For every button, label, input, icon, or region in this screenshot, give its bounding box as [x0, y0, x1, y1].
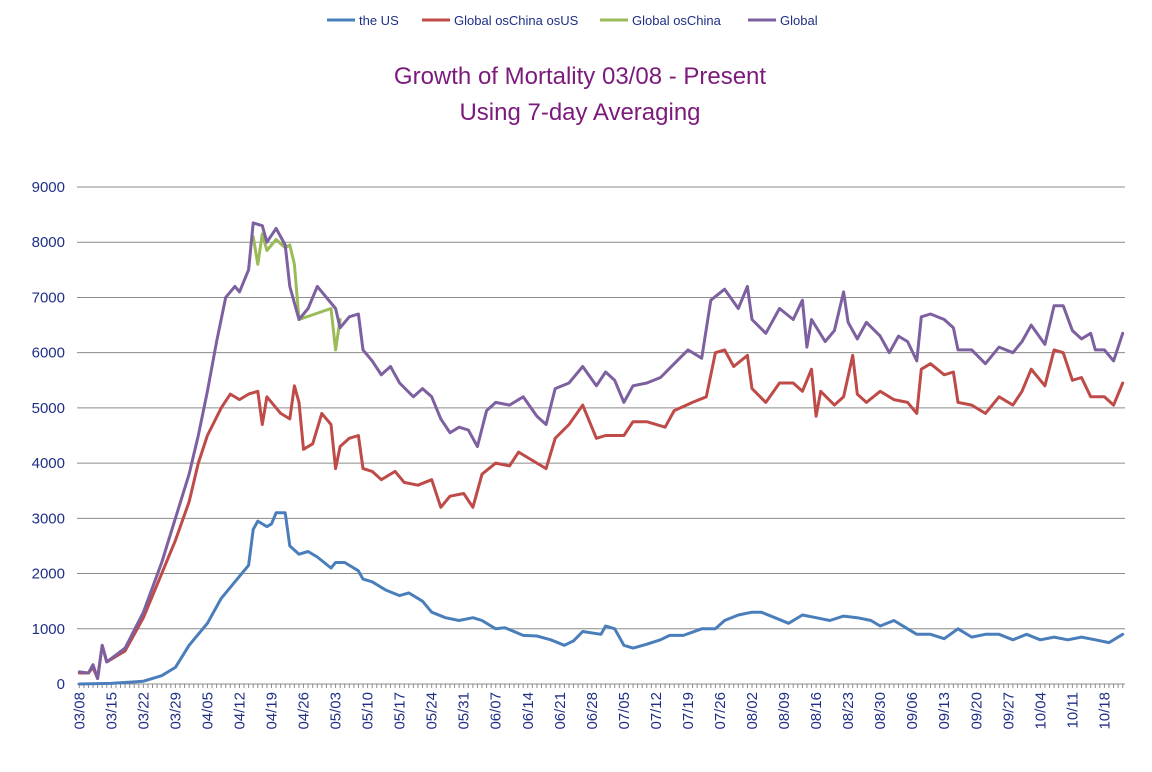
series-line-1	[77, 348, 1125, 680]
y-axis-ticks: 0 1000 2000 3000 4000 5000 6000 7000 8000 9000	[32, 179, 65, 693]
x-tick-label: 09/06	[904, 692, 921, 730]
y-tick-label: 0	[57, 676, 65, 693]
x-tick-label: 04/26	[296, 692, 313, 730]
x-tick-label: 03/08	[71, 692, 88, 730]
x-tick-label: 04/19	[263, 692, 280, 730]
x-tick-label: 08/30	[872, 692, 889, 730]
x-tick-label: 05/17	[392, 692, 409, 730]
y-tick-label: 5000	[32, 400, 65, 417]
y-tick-label: 6000	[32, 345, 65, 362]
x-tick-label: 05/31	[456, 692, 473, 730]
y-tick-label: 4000	[32, 455, 65, 472]
x-tick-label: 06/21	[552, 692, 569, 730]
y-tick-label: 3000	[32, 510, 65, 527]
y-tick-label: 2000	[32, 566, 65, 583]
x-tick-label: 10/04	[1032, 692, 1049, 730]
x-tick-label: 05/10	[360, 692, 377, 730]
x-tick-label: 06/28	[584, 692, 601, 730]
x-tick-label: 07/26	[712, 692, 729, 730]
y-tick-label: 9000	[32, 179, 65, 196]
x-tick-label: 03/29	[167, 692, 184, 730]
legend-label: Global	[780, 13, 818, 28]
x-tick-label: 10/11	[1064, 692, 1081, 728]
x-tick-label: 06/07	[488, 692, 505, 730]
x-tick-label: 09/20	[968, 692, 985, 730]
x-tick-label: 08/23	[840, 692, 857, 730]
y-tick-label: 7000	[32, 289, 65, 306]
legend-label: the US	[359, 13, 399, 28]
legend-label: Global osChina	[632, 13, 722, 28]
y-tick-label: 1000	[32, 621, 65, 638]
chart-subtitle: Using 7-day Averaging	[459, 99, 700, 126]
x-tick-label: 06/14	[520, 692, 537, 730]
chart-legend: the US Global osChina osUS Global osChina G…	[327, 13, 818, 28]
series-line-0	[77, 511, 1125, 686]
series-line-2	[251, 232, 342, 352]
x-tick-label: 04/12	[231, 692, 248, 730]
chart-title: Growth of Mortality 03/08 - Present	[394, 63, 766, 90]
series-lines	[77, 221, 1125, 686]
x-tick-label: 03/15	[103, 692, 120, 730]
x-tick-label: 08/02	[744, 692, 761, 730]
x-tick-label: 08/16	[808, 692, 825, 730]
x-tick-label: 09/13	[936, 692, 953, 730]
x-tick-label: 03/22	[135, 692, 152, 730]
x-tick-label: 04/05	[199, 692, 216, 730]
x-tick-label: 09/27	[1000, 692, 1017, 730]
x-tick-label: 07/12	[648, 692, 665, 730]
x-tick-label: 07/05	[616, 692, 633, 730]
legend-label: Global osChina osUS	[454, 13, 579, 28]
x-axis: 03/08 03/15 03/22 03/29 04/05 04/12 04/19 04/26…	[71, 684, 1124, 730]
x-tick-label: 08/09	[776, 692, 793, 730]
x-tick-label: 05/24	[424, 692, 441, 730]
y-tick-label: 8000	[32, 234, 65, 251]
x-tick-label: 05/03	[328, 692, 345, 730]
x-tick-label: 07/19	[680, 692, 697, 730]
x-tick-label: 10/18	[1096, 692, 1113, 730]
series-line-3	[77, 221, 1125, 680]
